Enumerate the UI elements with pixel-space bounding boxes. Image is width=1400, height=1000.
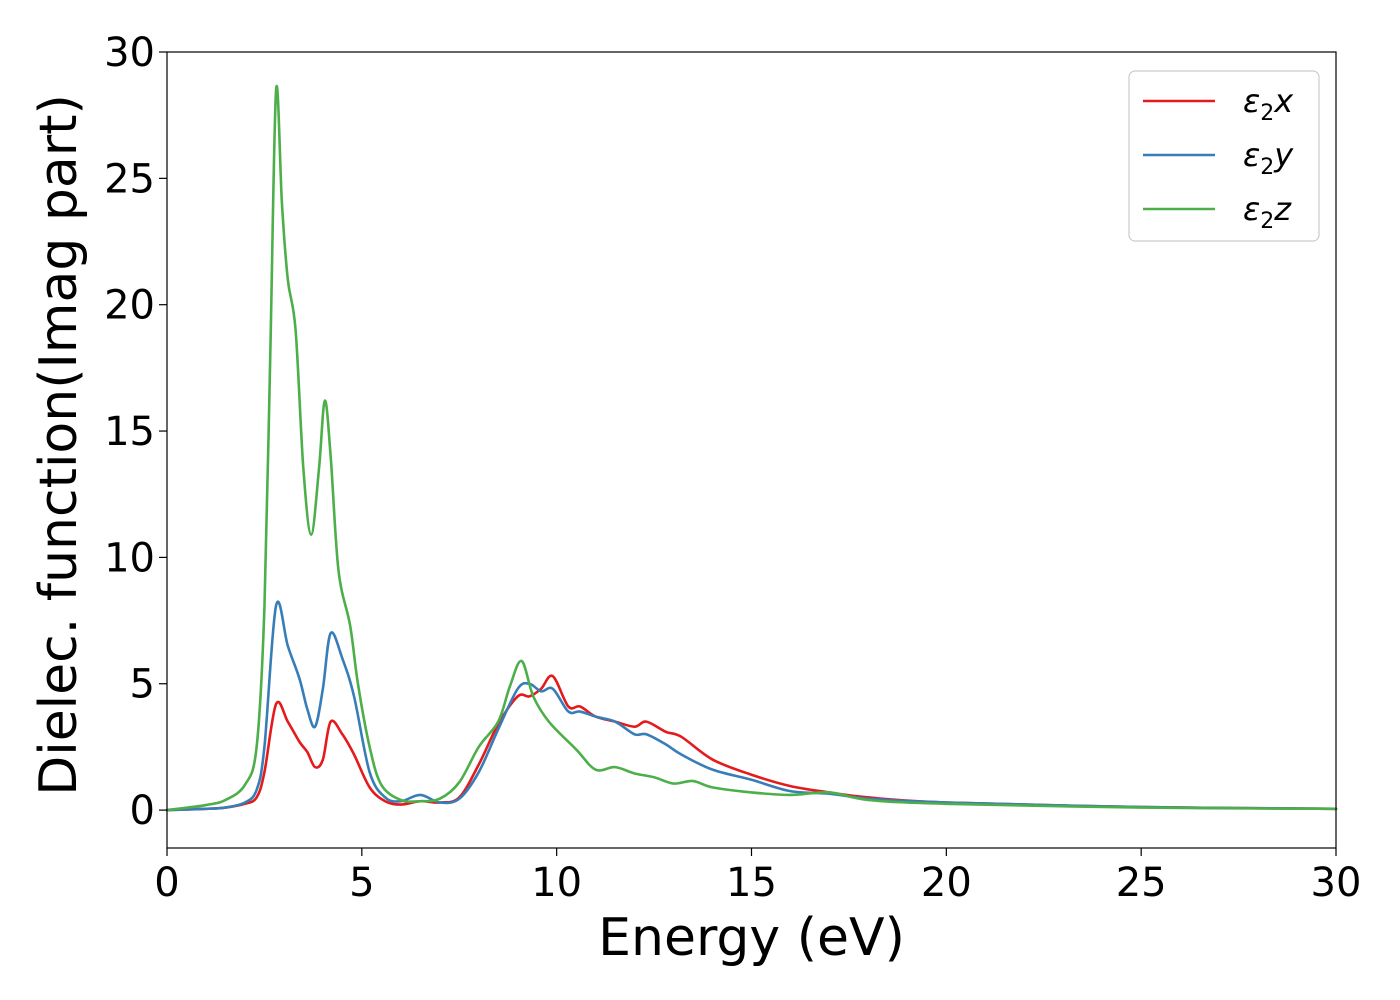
- legend-label-z: ε2z: [1243, 190, 1292, 234]
- legend-label-y: ε2y: [1243, 136, 1294, 180]
- y-tick-label: 15: [104, 409, 155, 455]
- series-line-z: [165, 85, 1338, 812]
- x-axis-title: Energy (eV): [598, 908, 905, 968]
- x-tick-label: 25: [1116, 860, 1167, 906]
- y-tick-label: 10: [104, 535, 155, 581]
- x-tick-label: 5: [349, 860, 374, 906]
- series-line-x: [165, 674, 1338, 812]
- x-tick-label: 15: [726, 860, 777, 906]
- y-tick-label: 25: [104, 156, 155, 202]
- x-tick-label: 30: [1311, 860, 1362, 906]
- x-tick-label: 0: [154, 860, 179, 906]
- x-axis: 0 5 10 15 20 25 30: [154, 848, 1361, 906]
- x-tick-label: 10: [531, 860, 582, 906]
- x-tick-label: 20: [921, 860, 972, 906]
- legend-label-x: ε2x: [1243, 82, 1294, 126]
- y-tick-label: 20: [104, 283, 155, 329]
- y-tick-label: 0: [130, 788, 155, 834]
- y-tick-label: 5: [130, 662, 155, 708]
- y-axis: 0 5 10 15 20 25 30: [104, 30, 167, 834]
- y-axis-title: Dielec. function(Imag part): [29, 94, 89, 796]
- legend-box: [1128, 70, 1320, 242]
- legend: ε2x ε2y ε2z: [1128, 70, 1320, 242]
- series-layer: [165, 85, 1338, 812]
- series-line-y: [165, 600, 1338, 812]
- y-tick-label: 30: [104, 30, 155, 76]
